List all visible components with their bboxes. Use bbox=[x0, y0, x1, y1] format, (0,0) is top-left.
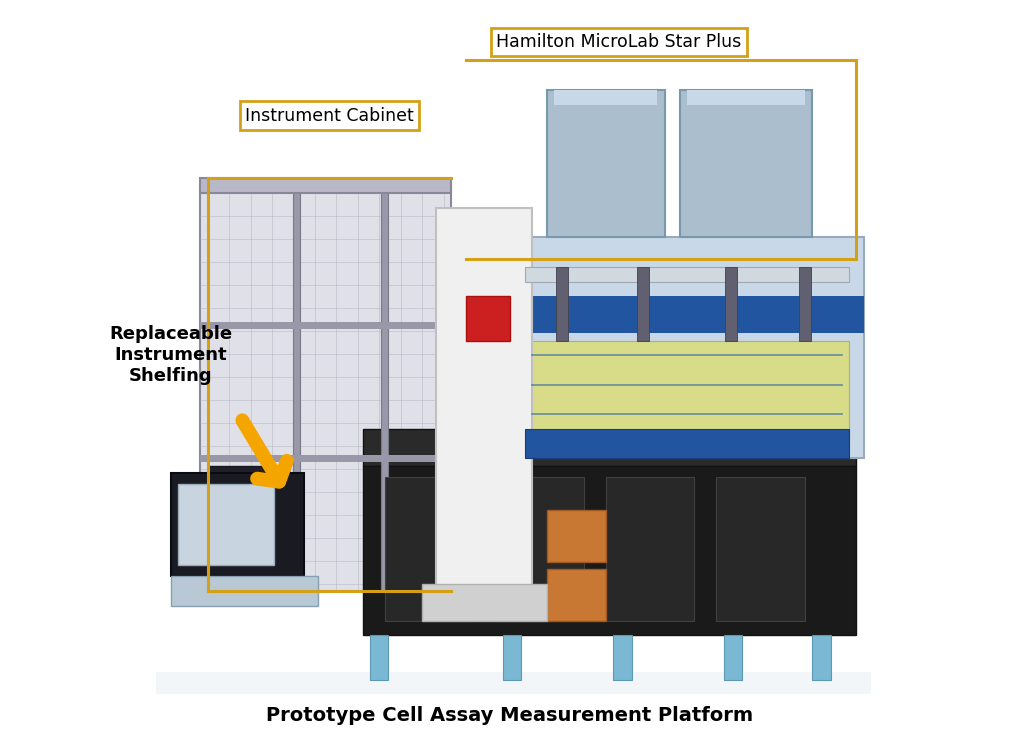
Polygon shape bbox=[715, 477, 804, 621]
Polygon shape bbox=[798, 267, 810, 340]
Polygon shape bbox=[200, 455, 450, 462]
Text: Prototype Cell Assay Measurement Platform: Prototype Cell Assay Measurement Platfor… bbox=[266, 706, 753, 725]
Polygon shape bbox=[553, 90, 657, 104]
Polygon shape bbox=[200, 178, 450, 193]
Polygon shape bbox=[436, 208, 532, 591]
Polygon shape bbox=[546, 569, 605, 621]
Text: Hamilton MicroLab Star Plus: Hamilton MicroLab Star Plus bbox=[496, 33, 741, 51]
Polygon shape bbox=[725, 267, 737, 340]
Polygon shape bbox=[370, 636, 388, 679]
Text: Instrument Cabinet: Instrument Cabinet bbox=[245, 107, 414, 124]
Polygon shape bbox=[466, 296, 510, 340]
Polygon shape bbox=[546, 90, 664, 238]
Polygon shape bbox=[546, 510, 605, 562]
Polygon shape bbox=[510, 296, 863, 333]
Polygon shape bbox=[362, 429, 856, 466]
Polygon shape bbox=[292, 186, 300, 591]
Polygon shape bbox=[362, 466, 856, 636]
Polygon shape bbox=[636, 267, 648, 340]
Polygon shape bbox=[421, 584, 546, 621]
Polygon shape bbox=[723, 636, 742, 679]
Polygon shape bbox=[171, 473, 304, 576]
Polygon shape bbox=[200, 186, 450, 591]
Polygon shape bbox=[605, 477, 694, 621]
Polygon shape bbox=[384, 477, 473, 621]
Text: Replaceable
Instrument
Shelfing: Replaceable Instrument Shelfing bbox=[109, 326, 232, 385]
Polygon shape bbox=[524, 340, 848, 444]
Polygon shape bbox=[178, 484, 274, 565]
Polygon shape bbox=[200, 322, 450, 329]
Polygon shape bbox=[381, 186, 388, 591]
Polygon shape bbox=[495, 477, 583, 621]
Polygon shape bbox=[686, 90, 804, 104]
Polygon shape bbox=[524, 267, 848, 281]
Polygon shape bbox=[171, 576, 318, 606]
Polygon shape bbox=[502, 636, 521, 679]
Polygon shape bbox=[156, 672, 870, 694]
Polygon shape bbox=[524, 429, 848, 459]
Polygon shape bbox=[679, 90, 811, 238]
Polygon shape bbox=[208, 466, 288, 584]
Polygon shape bbox=[811, 636, 829, 679]
Polygon shape bbox=[510, 238, 863, 459]
Polygon shape bbox=[612, 636, 631, 679]
Polygon shape bbox=[555, 267, 567, 340]
